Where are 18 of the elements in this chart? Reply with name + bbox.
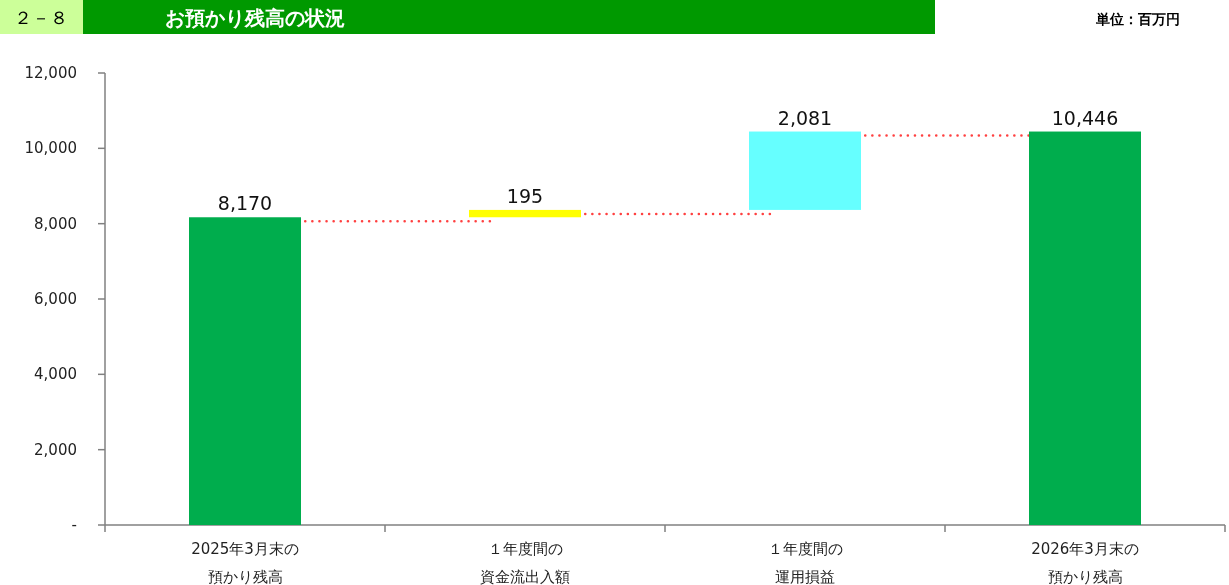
data-label: 2,081 [777, 106, 833, 129]
x-tick-label: 2026年3月末の預かり残高 [1030, 539, 1140, 585]
data-label: 10,446 [1051, 106, 1119, 129]
data-label: 195 [506, 184, 544, 207]
text: 単位：百万円 [1095, 11, 1180, 27]
y-tick-label: 4,000 [34, 365, 77, 384]
x-tick-label: １年度間の運用損益 [766, 539, 844, 585]
x-tick-label: 2025年3月末の預かり残高 [190, 539, 300, 585]
y-tick-label: 6,000 [34, 290, 77, 308]
chart-title: お預かり残高の状況 [165, 6, 345, 30]
text: ２－８ [14, 7, 68, 28]
x-tick-label: １年度間の資金流出入額 [479, 539, 571, 585]
y-tick-label: - [71, 516, 77, 534]
y-tick-label: 8,000 [34, 214, 77, 233]
data-label: 8,170 [217, 192, 273, 215]
y-tick-label: 2,000 [34, 440, 77, 459]
y-tick-label: 10,000 [24, 139, 77, 158]
y-tick-label: 12,000 [24, 64, 77, 82]
